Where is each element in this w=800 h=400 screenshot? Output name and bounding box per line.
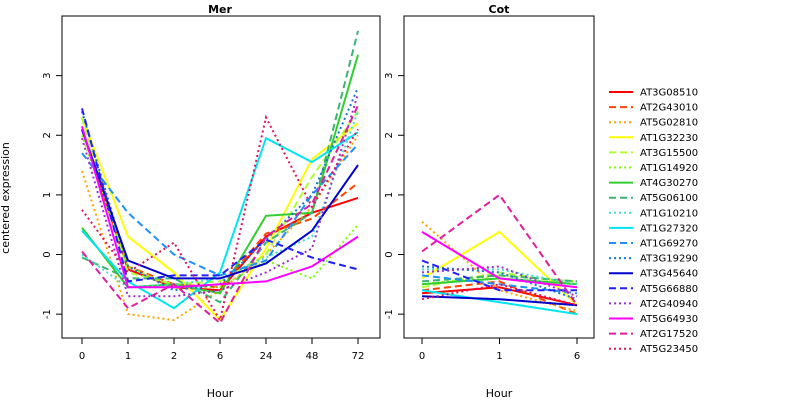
- legend-label: AT2G43010: [640, 103, 698, 114]
- series-line-at5g06100: [421, 274, 578, 283]
- series-line-at3g15500: [81, 110, 359, 286]
- series-line-at3g19290: [421, 265, 578, 301]
- x-tick-label: 24: [260, 351, 273, 362]
- x-axis-title-mer: Hour: [207, 387, 234, 400]
- legend-label: AT1G32230: [640, 133, 698, 144]
- panel-title-cot: Cot: [489, 3, 510, 16]
- legend-label: AT4G30270: [640, 178, 698, 189]
- series-line-at5g64930: [81, 126, 359, 289]
- legend-label: AT3G08510: [640, 88, 698, 99]
- series-line-at5g66880: [81, 108, 359, 283]
- y-axis-title: centered expression: [0, 142, 12, 254]
- legend-label: AT1G69270: [640, 239, 698, 250]
- x-tick-label: 2: [171, 351, 177, 362]
- x-tick-label: 48: [306, 351, 319, 362]
- y-tick-label: 2: [42, 132, 53, 138]
- legend-label: AT1G27320: [640, 223, 698, 234]
- series-line-at1g27320: [421, 289, 578, 316]
- series-lines: [421, 193, 578, 316]
- panel-cot: -1 0 1 2 3 0 1 6: [384, 15, 595, 362]
- y-tick-label: 0: [384, 251, 395, 257]
- x-tick-label: 0: [79, 351, 85, 362]
- legend: AT3G08510 AT2G43010 AT5G02810 AT1G32230 AT3G…: [609, 88, 698, 355]
- y-tick-label: 3: [384, 72, 395, 78]
- series-line-at5g23450: [421, 283, 578, 307]
- series-line-at1g32230: [81, 117, 359, 322]
- legend-label: AT2G40940: [640, 299, 698, 310]
- series-line-at1g69270: [81, 143, 359, 277]
- y-tick-label: 3: [42, 72, 53, 78]
- y-tick-label: 1: [384, 192, 395, 198]
- x-tick-label: 1: [496, 351, 502, 362]
- x-tick-label: 72: [352, 351, 365, 362]
- plot-frame: [61, 15, 381, 339]
- legend-label: AT1G10210: [640, 208, 698, 219]
- x-axis-title-cot: Hour: [486, 387, 513, 400]
- series-line-at3g08510: [421, 286, 578, 307]
- legend-label: AT5G23450: [640, 344, 698, 355]
- panel-mer: -1 0 1 2 3 0 1 2 6 24 48 72: [42, 15, 381, 362]
- legend-label: AT5G64930: [640, 314, 698, 325]
- legend-label: AT2G17520: [640, 329, 698, 340]
- panel-title-mer: Mer: [208, 3, 232, 16]
- series-line-at5g23450: [81, 114, 359, 323]
- x-tick-label: 1: [125, 351, 131, 362]
- legend-label: AT1G14920: [640, 163, 698, 174]
- legend-label: AT5G06100: [640, 193, 698, 204]
- series-line-at3g45640: [421, 295, 578, 307]
- series-line-at5g64930: [421, 231, 578, 289]
- y-tick-label: 2: [384, 132, 395, 138]
- series-line-at1g69270: [421, 274, 578, 295]
- series-line-at1g32230: [421, 230, 578, 306]
- series-lines: [81, 30, 359, 325]
- legend-label: AT3G45640: [640, 269, 698, 280]
- x-tick-label: 6: [217, 351, 223, 362]
- y-tick-label: -1: [384, 309, 395, 319]
- series-line-at3g45640: [81, 128, 359, 280]
- x-tick-label: 6: [574, 351, 580, 362]
- series-line-at3g19290: [81, 87, 359, 292]
- legend-label: AT5G02810: [640, 118, 698, 129]
- series-line-at1g14920: [81, 134, 359, 289]
- series-line-at2g40940: [421, 265, 578, 298]
- series-line-at3g08510: [81, 128, 359, 292]
- legend-label: AT5G66880: [640, 284, 698, 295]
- legend-label: AT3G15500: [640, 148, 698, 159]
- y-tick-label: 0: [42, 251, 53, 257]
- legend-label: AT3G19290: [640, 254, 698, 265]
- x-tick-label: 0: [419, 351, 425, 362]
- y-tick-label: -1: [42, 309, 53, 319]
- y-tick-label: 1: [42, 192, 53, 198]
- series-line-at2g17520: [421, 193, 578, 306]
